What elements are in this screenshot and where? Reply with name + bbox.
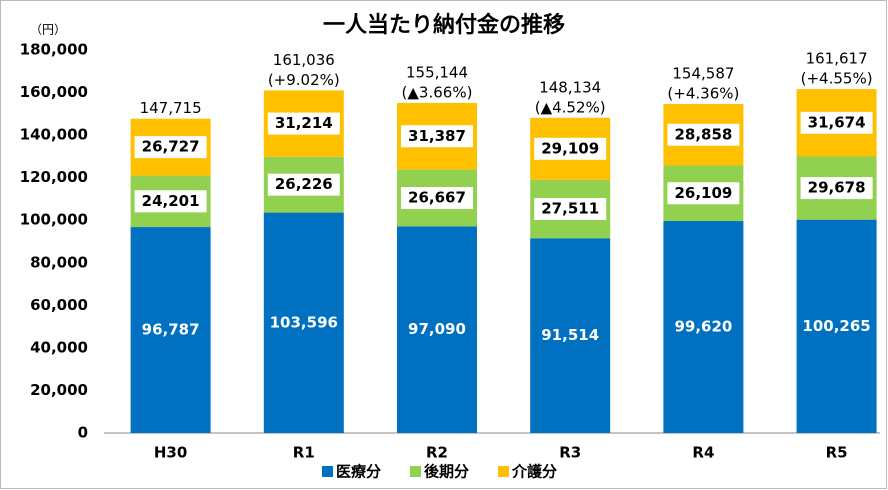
bar-segment — [663, 221, 744, 433]
y-tick-label: 40,000 — [30, 338, 88, 356]
bar-segment — [130, 227, 211, 433]
label-box — [534, 198, 607, 221]
bar-segment — [796, 219, 877, 433]
value-label: 28,858 — [674, 125, 732, 143]
legend-swatch — [322, 466, 333, 477]
value-label: 100,265 — [802, 317, 870, 335]
bar-segment — [530, 238, 611, 433]
value-label: 26,727 — [142, 138, 200, 156]
change-label: (+4.36%) — [667, 85, 739, 103]
bar-segment — [263, 212, 344, 433]
total-label: 148,134 — [539, 78, 601, 96]
legend-swatch — [498, 466, 509, 477]
x-tick-label: R1 — [293, 444, 315, 462]
total-label: 147,715 — [140, 99, 202, 117]
y-tick-label: 160,000 — [20, 83, 88, 101]
value-label: 97,090 — [408, 320, 466, 338]
label-box — [401, 125, 473, 148]
y-tick-label: 180,000 — [20, 41, 88, 59]
y-tick-label: 80,000 — [30, 253, 88, 271]
x-tick-label: H30 — [154, 444, 187, 462]
value-label: 24,201 — [142, 192, 200, 210]
total-label: 161,617 — [806, 50, 868, 68]
x-tick-label: R5 — [826, 444, 848, 462]
change-label: (▲3.66%) — [402, 83, 473, 101]
value-label: 26,109 — [674, 184, 732, 202]
y-tick-label: 20,000 — [30, 381, 88, 399]
x-tick-label: R2 — [426, 444, 448, 462]
value-label: 29,678 — [808, 179, 866, 197]
x-tick-label: R4 — [692, 444, 714, 462]
legend-label: 後期分 — [423, 463, 469, 481]
total-label: 161,036 — [273, 51, 335, 69]
label-box — [800, 111, 873, 134]
label-box — [667, 182, 740, 205]
value-label: 91,514 — [541, 326, 599, 344]
label-box — [267, 112, 340, 135]
y-tick-label: 140,000 — [20, 126, 88, 144]
legend-label: 医療分 — [336, 463, 381, 481]
y-tick-label: 120,000 — [20, 168, 88, 186]
value-label: 31,674 — [808, 113, 866, 131]
bar-segment — [397, 226, 477, 433]
value-label: 26,667 — [408, 189, 466, 207]
value-label: 103,596 — [270, 313, 338, 331]
value-label: 26,226 — [275, 175, 333, 193]
change-label: (+9.02%) — [268, 71, 340, 89]
label-box — [667, 123, 740, 146]
label-box — [267, 173, 340, 196]
legend-swatch — [410, 466, 421, 477]
label-box — [134, 136, 207, 159]
value-label: 99,620 — [674, 318, 732, 336]
total-label: 154,587 — [672, 65, 734, 83]
value-label: 96,787 — [142, 321, 200, 339]
unit-label: （円） — [30, 23, 66, 37]
x-tick-label: R3 — [559, 444, 581, 462]
chart-title: 一人当たり納付金の推移 — [323, 12, 565, 38]
value-label: 31,214 — [275, 114, 333, 132]
legend-label: 介護分 — [511, 463, 557, 481]
y-tick-label: 60,000 — [30, 296, 88, 314]
change-label: (+4.55%) — [801, 70, 873, 88]
y-tick-label: 0 — [78, 424, 88, 442]
value-label: 29,109 — [541, 139, 599, 157]
label-box — [534, 137, 607, 160]
label-box — [401, 187, 473, 210]
label-box — [800, 177, 873, 200]
total-label: 155,144 — [406, 63, 468, 81]
y-tick-label: 100,000 — [20, 211, 88, 229]
label-box — [134, 190, 207, 213]
value-label: 31,387 — [408, 127, 466, 145]
change-label: (▲4.52%) — [535, 98, 606, 116]
value-label: 27,511 — [541, 200, 599, 218]
